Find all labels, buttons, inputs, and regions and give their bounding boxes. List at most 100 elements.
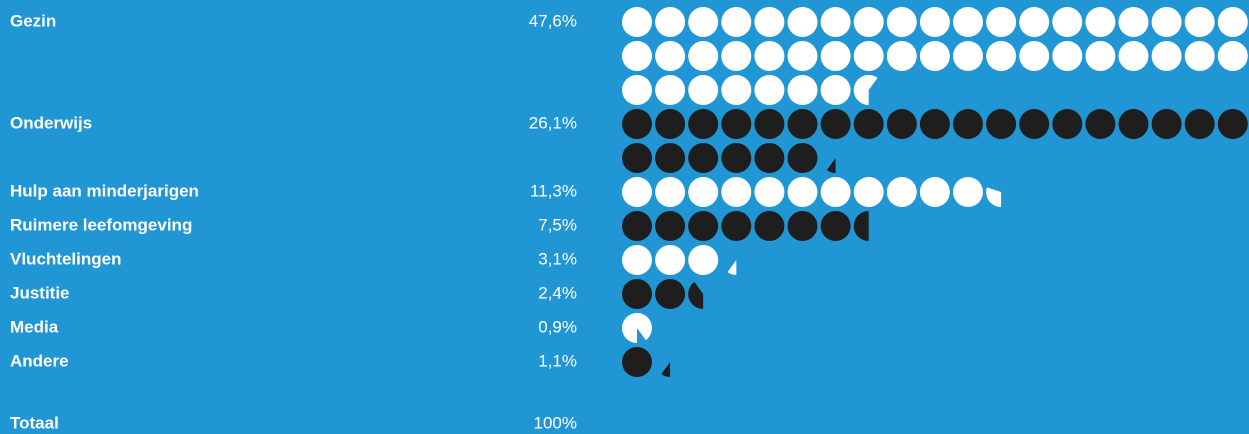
pictogram-dot	[688, 143, 719, 173]
value-label: 47,6%	[529, 11, 577, 30]
pictogram-dot	[688, 177, 719, 207]
pictogram-dot	[820, 75, 851, 105]
pictogram-dot	[622, 143, 652, 173]
pictogram-dot	[754, 177, 785, 207]
value-label: 26,1%	[529, 113, 577, 132]
pictogram-dot	[820, 211, 851, 241]
category-label: Andere	[10, 351, 69, 370]
category-label: Media	[10, 317, 59, 336]
pictogram-partial-dot	[853, 211, 869, 241]
pictogram-dot	[1019, 7, 1050, 37]
pictogram-dot	[754, 211, 785, 241]
pictogram-dot	[655, 177, 686, 207]
pictogram-dot	[986, 41, 1017, 71]
pictogram-dot	[721, 75, 752, 105]
pictogram-dot	[688, 245, 719, 275]
pictogram-dot	[721, 41, 752, 71]
pictogram-dot	[787, 75, 818, 105]
pictogram-dot	[853, 41, 884, 71]
pictogram-dot	[1118, 41, 1149, 71]
pictogram-dot	[1019, 109, 1050, 139]
pictogram-dot	[622, 279, 652, 309]
total-label: Totaal	[10, 413, 59, 432]
pictogram-dot	[787, 41, 818, 71]
pictogram-dot	[655, 211, 686, 241]
pictogram-dot	[986, 109, 1017, 139]
pictogram-dot	[886, 7, 917, 37]
pictogram-dot	[688, 75, 719, 105]
pictogram-dot	[1052, 7, 1083, 37]
pictogram-partial-dot	[727, 260, 737, 275]
pictogram-dot	[953, 177, 983, 207]
pictogram-dot	[688, 211, 719, 241]
pictogram-dot	[1217, 109, 1248, 139]
value-label: 1,1%	[538, 351, 577, 370]
pictogram-dot	[1052, 41, 1083, 71]
pictogram-dot	[1019, 41, 1050, 71]
category-label: Gezin	[10, 11, 56, 30]
pictogram-dot	[986, 7, 1017, 37]
pictogram-dot	[1184, 41, 1215, 71]
pictogram-dot	[655, 143, 686, 173]
category-label: Ruimere leefomgeving	[10, 215, 192, 234]
pictogram-dot	[622, 245, 652, 275]
pictogram-dot	[953, 41, 983, 71]
value-label: 3,1%	[538, 249, 577, 268]
pictogram-dot	[787, 143, 818, 173]
value-label: 2,4%	[538, 283, 577, 302]
pictogram-dot	[754, 75, 785, 105]
pictogram-dot	[655, 109, 686, 139]
pictogram-partial-dot	[826, 158, 836, 173]
pictogram-dot	[1184, 109, 1215, 139]
pictogram-dot	[754, 109, 785, 139]
pictogram-dot	[622, 41, 652, 71]
value-label: 11,3%	[530, 181, 577, 200]
pictogram-dot	[1052, 109, 1083, 139]
pictogram-dot	[655, 41, 686, 71]
pictogram-dot	[622, 7, 652, 37]
pictogram-dot	[622, 211, 652, 241]
pictogram-dot	[853, 109, 884, 139]
pictogram-dot	[886, 109, 917, 139]
pictogram-dot	[655, 75, 686, 105]
pictogram-dot	[853, 7, 884, 37]
pictogram-dot	[622, 177, 652, 207]
pictogram-partial-dot	[688, 281, 704, 309]
pictogram-dot	[820, 177, 851, 207]
pictogram-dot	[1085, 7, 1116, 37]
pictogram-dot	[622, 347, 652, 377]
pictogram-dot	[622, 75, 652, 105]
pictogram-dot	[721, 143, 752, 173]
category-label: Vluchtelingen	[10, 249, 121, 268]
pictogram-dot	[688, 7, 719, 37]
total-value-label: 100%	[534, 413, 577, 432]
pictogram-dot	[1118, 109, 1149, 139]
pictogram-dot	[1085, 109, 1116, 139]
pictogram-dot	[953, 7, 983, 37]
category-label: Onderwijs	[10, 113, 92, 132]
pictogram-dot	[1151, 109, 1182, 139]
pictogram-dot	[787, 211, 818, 241]
pictogram-dot	[754, 143, 785, 173]
category-label: Justitie	[10, 283, 70, 302]
pictogram-dot	[1118, 7, 1149, 37]
pictogram-partial-dot	[661, 362, 671, 378]
pictogram-dot	[919, 109, 950, 139]
pictogram-dot	[919, 41, 950, 71]
pictogram-dot	[853, 177, 884, 207]
pictogram-dot	[787, 177, 818, 207]
pictogram-dot	[919, 177, 950, 207]
value-label: 0,9%	[538, 317, 577, 336]
pictogram-dot	[1217, 41, 1248, 71]
pictogram-dot	[688, 109, 719, 139]
pictogram-dot	[820, 7, 851, 37]
pictogram-dot	[754, 41, 785, 71]
pictogram-dot	[919, 7, 950, 37]
pictogram-dot	[787, 7, 818, 37]
pictogram-dot	[721, 177, 752, 207]
pictogram-dot	[1151, 41, 1182, 71]
pictogram-dot	[655, 245, 686, 275]
pictogram-partial-dot	[853, 75, 878, 105]
pictogram-dot	[622, 109, 652, 139]
